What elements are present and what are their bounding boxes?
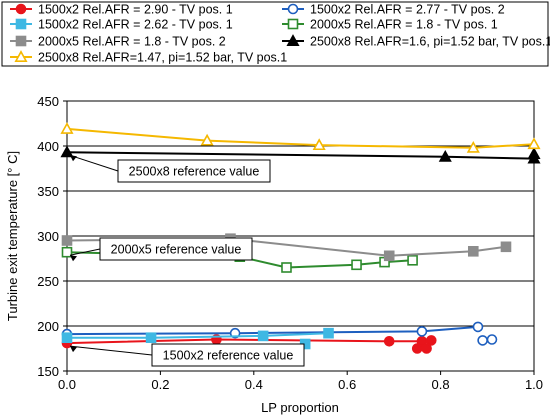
data-point: [438, 149, 452, 162]
data-point: [425, 335, 437, 346]
data-point: [407, 255, 418, 266]
legend-entry: 1500x2 Rel.AFR = 2.77 - TV pos. 2: [282, 3, 505, 17]
data-point: [486, 334, 498, 345]
arrow-head: [70, 155, 77, 162]
data-point: [14, 50, 28, 62]
annotation-arrow: [69, 345, 153, 356]
data-point: [351, 259, 362, 271]
legend-label: 2500x8 Rel.AFR=1.6, pi=1.52 bar, TV pos.…: [310, 35, 550, 49]
data-point: [60, 122, 74, 134]
legend-label: 1500x2 Rel.AFR = 2.62 - TV pos. 1: [38, 18, 233, 32]
annotation-box: [151, 343, 305, 367]
x-tick-label: 0.0: [58, 377, 76, 392]
legend-entry: 1500x2 Rel.AFR = 2.90 - TV pos. 1: [10, 3, 233, 17]
data-point: [15, 3, 27, 15]
series-line: [67, 332, 329, 339]
x-tick-label: 0.6: [338, 377, 356, 392]
y-tick-label: 400: [37, 139, 59, 154]
data-point: [286, 34, 300, 46]
data-point: [287, 3, 299, 15]
data-point: [287, 18, 299, 30]
y-tick-label: 300: [37, 229, 59, 244]
x-tick-label: 0.4: [245, 377, 263, 392]
annotations: 2500x8 reference value 2000x5 reference v…: [69, 154, 305, 367]
legend-label: 2000x5 Rel.AFR = 1.8 - TV pos. 1: [310, 18, 498, 32]
annotation-label: 2000x5 reference value: [111, 243, 242, 257]
legend-entry: 2500x8 Rel.AFR=1.47, pi=1.52 bar, TV pos…: [10, 50, 287, 65]
legend-label: 1500x2 Rel.AFR = 2.77 - TV pos. 2: [310, 3, 505, 17]
series-6: [60, 145, 541, 164]
x-tick-label: 0.2: [151, 377, 169, 392]
data-point: [257, 330, 269, 342]
annotation-arrow: [69, 248, 101, 256]
annotation-arrow: [69, 154, 119, 172]
x-axis-label: LP proportion: [261, 400, 339, 415]
data-point: [200, 133, 214, 146]
legend-entry: 1500x2 Rel.AFR = 2.62 - TV pos. 1: [10, 18, 233, 32]
y-axis-label: Turbine exit temperature [° C]: [5, 151, 20, 321]
annotation-callout: 1500x2 reference value: [69, 343, 305, 367]
data-point: [383, 250, 395, 262]
data-point: [15, 18, 27, 30]
data-point: [60, 145, 74, 158]
arrow-head: [70, 346, 77, 353]
legend-label: 2500x8 Rel.AFR=1.47, pi=1.52 bar, TV pos…: [38, 51, 287, 65]
data-point: [527, 147, 541, 160]
data-point: [61, 246, 73, 258]
series-7: [60, 122, 541, 153]
legend: 1500x2 Rel.AFR = 2.90 - TV pos. 1 1500x2 …: [1, 1, 550, 67]
data-point: [477, 335, 488, 346]
series-3: [61, 327, 334, 350]
axes: 150 200 250 300 350 400 450 0.0 0.2 0.4 0.6 0.8 1.0: [37, 94, 543, 392]
data-point: [472, 321, 484, 333]
y-tick-label: 150: [37, 364, 59, 379]
legend-entry: 2500x8 Rel.AFR=1.6, pi=1.52 bar, TV pos.…: [282, 34, 550, 49]
data-point: [527, 137, 541, 150]
annotation-box: [99, 237, 253, 261]
data-point: [411, 343, 423, 354]
data-point: [500, 241, 512, 253]
annotation-label: 1500x2 reference value: [163, 349, 294, 363]
arrow-head: [70, 255, 77, 262]
x-tick-label: 1.0: [525, 377, 543, 392]
y-tick-label: 450: [37, 94, 59, 109]
legend-entry: 2000x5 Rel.AFR = 1.8 - TV pos. 1: [282, 18, 498, 32]
legend-label: 2000x5 Rel.AFR = 1.8 - TV pos. 2: [38, 35, 226, 49]
y-tick-label: 250: [37, 274, 59, 289]
legend-entry: 2000x5 Rel.AFR = 1.8 - TV pos. 2: [10, 35, 226, 49]
data-point: [61, 235, 73, 246]
y-tick-label: 200: [37, 319, 59, 334]
data-point: [323, 327, 334, 339]
data-point: [416, 326, 428, 337]
annotation-callout: 2500x8 reference value: [69, 154, 271, 183]
annotation-label: 2500x8 reference value: [129, 165, 260, 179]
plot-area: [66, 100, 535, 372]
data-point: [281, 262, 292, 273]
data-point: [61, 332, 73, 344]
data-point: [312, 138, 326, 151]
data-point: [383, 335, 395, 347]
data-point: [145, 332, 157, 344]
annotation-callout: 2000x5 reference value: [69, 237, 253, 262]
y-tick-label: 350: [37, 184, 59, 199]
legend-frame: [1, 1, 549, 67]
x-tick-label: 0.8: [432, 377, 450, 392]
data-point: [421, 343, 432, 354]
data-point: [466, 140, 480, 153]
legend-label: 1500x2 Rel.AFR = 2.90 - TV pos. 1: [38, 3, 233, 17]
data-point: [467, 246, 479, 257]
data-point: [15, 35, 27, 47]
annotation-box: [117, 159, 271, 183]
